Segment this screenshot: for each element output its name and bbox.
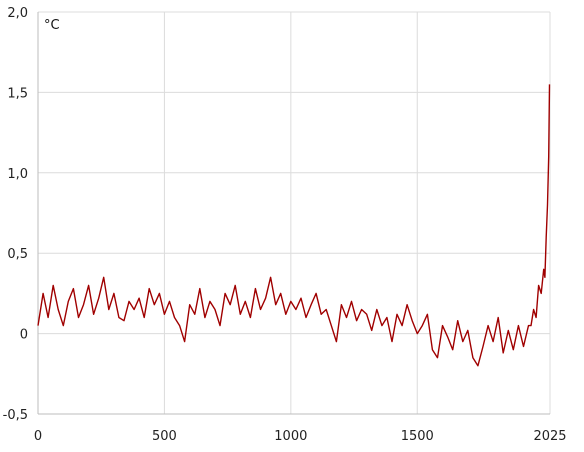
- x-tick-label: 0: [34, 429, 42, 444]
- y-tick-label: 1,5: [7, 86, 28, 101]
- series-layer: [37, 84, 551, 367]
- axes: [37, 12, 550, 415]
- temperature-line: [37, 84, 551, 367]
- x-tick-label: 500: [152, 429, 177, 444]
- x-tick-label: 1000: [274, 429, 307, 444]
- y-tick-label: -0,5: [3, 408, 28, 423]
- y-tick-label: 0: [20, 328, 28, 343]
- y-tick-label: 2,0: [7, 6, 28, 21]
- x-tick-label: 1500: [401, 429, 434, 444]
- y-tick-labels: 2,0 1,5 1,0 0,5 0 -0,5: [3, 6, 28, 423]
- y-tick-label: 1,0: [7, 167, 28, 182]
- x-tick-label: 2025: [533, 429, 566, 444]
- y-tick-label: 0,5: [7, 247, 28, 262]
- unit-label: °C: [44, 18, 60, 33]
- grid-lines: [38, 11, 551, 415]
- x-tick-labels: 0 500 1000 1500 2025: [34, 429, 567, 444]
